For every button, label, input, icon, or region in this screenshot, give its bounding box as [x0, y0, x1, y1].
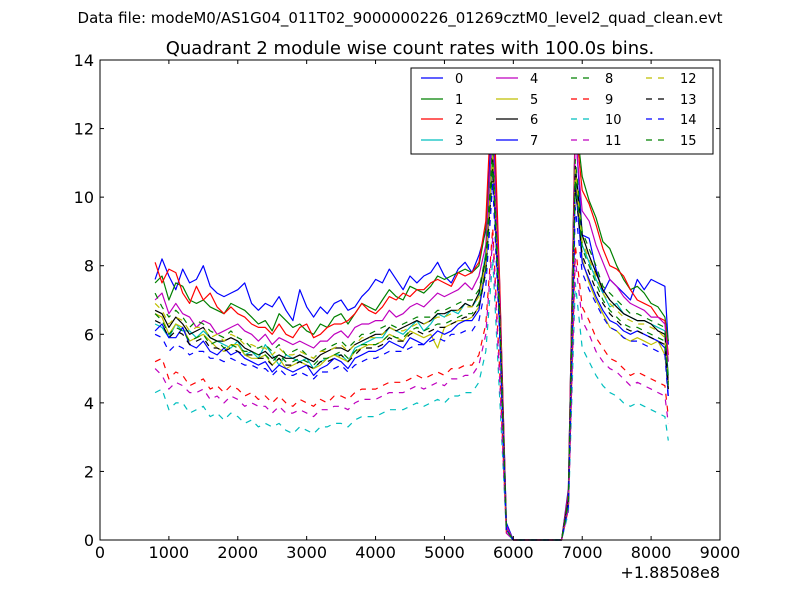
legend-label-15: 15: [680, 134, 697, 149]
y-tick-label: 6: [84, 325, 94, 344]
series-line-6: [154, 158, 669, 541]
series-line-9: [154, 227, 669, 541]
legend-label-1: 1: [455, 93, 463, 108]
y-tick-label: 14: [74, 51, 94, 70]
x-tick-label: 4000: [355, 543, 396, 562]
x-tick-label: 2000: [217, 543, 258, 562]
series-line-10: [154, 258, 669, 541]
series-line-11: [154, 237, 669, 541]
legend-label-0: 0: [455, 72, 463, 87]
y-tick-label: 8: [84, 257, 94, 276]
legend-label-14: 14: [680, 113, 697, 128]
y-tick-label: 10: [74, 188, 94, 207]
series-line-8: [154, 145, 669, 541]
legend-label-7: 7: [530, 134, 538, 149]
legend-label-8: 8: [605, 72, 613, 87]
y-tick-label: 2: [84, 462, 94, 481]
legend-label-2: 2: [455, 113, 463, 128]
chart-title: Quadrant 2 module wise count rates with …: [166, 38, 655, 59]
x-tick-label: 0: [95, 543, 105, 562]
plot-frame: [99, 59, 721, 541]
series-line-1: [154, 114, 669, 541]
x-tick-label: 8000: [631, 543, 672, 562]
legend-label-4: 4: [530, 72, 538, 87]
series-line-12: [154, 155, 669, 541]
series-line-2: [154, 73, 669, 541]
x-offset-label: +1.88508e8: [620, 563, 720, 582]
x-tick-label: 5000: [424, 543, 465, 562]
legend-label-10: 10: [605, 113, 622, 128]
x-tick-label: 3000: [286, 543, 327, 562]
y-tick-label: 0: [84, 531, 94, 550]
legend-label-9: 9: [605, 93, 613, 108]
legend-label-6: 6: [530, 113, 538, 128]
legend-label-3: 3: [455, 134, 463, 149]
legend-label-12: 12: [680, 72, 697, 87]
y-tick-label: 4: [84, 394, 94, 413]
legend-label-11: 11: [605, 134, 622, 149]
x-tick-label: 1000: [149, 543, 190, 562]
axis-ticks: 0 1000 2000 3000 4000 5000 6000 7000 8000 9000 0 2 4…: [74, 51, 741, 562]
series-line-14: [154, 182, 669, 541]
y-tick-label: 12: [74, 120, 94, 139]
series-line-4: [154, 124, 669, 541]
legend-label-5: 5: [530, 93, 538, 108]
x-tick-label: 9000: [700, 543, 741, 562]
x-tick-label: 7000: [562, 543, 603, 562]
x-tick-label: 6000: [493, 543, 534, 562]
legend-label-13: 13: [680, 93, 697, 108]
plot-lines: [154, 73, 669, 541]
suptitle: Data file: modeM0/AS1G04_011T02_90000002…: [78, 9, 723, 28]
series-line-5: [154, 155, 669, 541]
series-line-3: [154, 148, 669, 541]
series-line-15: [154, 162, 669, 541]
series-line-0: [154, 107, 669, 541]
series-line-7: [154, 162, 669, 541]
